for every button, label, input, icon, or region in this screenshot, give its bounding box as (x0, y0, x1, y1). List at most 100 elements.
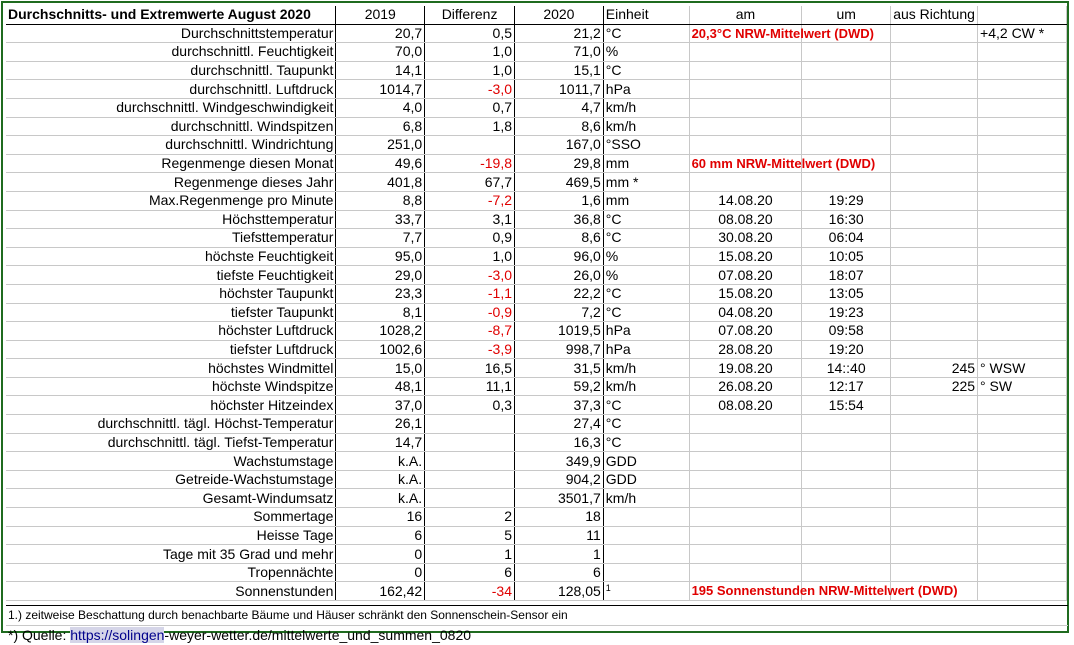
direction-text-cell (977, 451, 1067, 471)
direction-deg-cell (890, 42, 979, 62)
row-label: durchschnittl. Windrichtung (6, 135, 337, 155)
table-row: Sonnenstunden 162,42 -34 128,05 1 195 Sonnens… (6, 581, 1067, 601)
row-label: durchschnittl. Feuchtigkeit (6, 42, 337, 62)
date-cell: 08.08.20 (689, 395, 803, 416)
header-row: Durchschnitts- und Extremwerte August 20… (6, 6, 1067, 25)
date-cell: 04.08.20 (689, 303, 803, 323)
source-link[interactable]: https://solingen (70, 627, 165, 643)
value-differenz: 0,7 (424, 98, 515, 118)
direction-text-cell (977, 284, 1067, 304)
table-row: durchschnittl. Windspitzen 6,8 1,8 8,6 km/h (6, 117, 1067, 137)
direction-text-cell (977, 526, 1067, 546)
row-label: tiefste Feuchtigkeit (6, 265, 337, 285)
direction-deg-cell (890, 451, 979, 471)
unit-cell (603, 563, 690, 583)
table-row: höchste Feuchtigkeit 95,0 1,0 96,0% 15.08.20… (6, 247, 1067, 267)
value-2019: 16 (335, 507, 426, 527)
table-row: durchschnittl. Luftdruck 1014,7 -3,0 1011,7… (6, 79, 1067, 99)
direction-deg-cell (890, 61, 979, 81)
value-2020: 16,3 (514, 433, 604, 453)
value-differenz: -3,0 (424, 79, 515, 99)
value-2019: 49,6 (335, 154, 426, 174)
value-2019: 162,42 (335, 581, 426, 601)
direction-text-cell (977, 172, 1067, 192)
table-row: durchschnittl. Windgeschwindigkeit 4,0 0,7… (6, 98, 1067, 118)
value-differenz: 3,1 (424, 210, 515, 230)
time-cell (801, 526, 892, 546)
value-differenz (424, 135, 515, 155)
unit-cell: km/h (603, 358, 690, 378)
row-label: Max.Regenmenge pro Minute (6, 191, 337, 211)
unit-cell (603, 526, 690, 546)
unit-cell: 1 (603, 581, 690, 601)
table-row: durchschnittl. tägl. Tiefst-Temperatur 14… (6, 433, 1067, 453)
table-row: höchster Taupunkt 23,3 -1,1 22,2 °C 15.08.20 1… (6, 284, 1067, 304)
direction-deg-cell (890, 321, 979, 341)
value-2019: k.A. (335, 451, 426, 471)
value-differenz: -0,9 (424, 303, 515, 323)
direction-deg-cell (890, 544, 979, 564)
table-row: Getreide-Wachstumstage k.A. 904,2 GDD (6, 470, 1067, 490)
date-cell: 07.08.20 (689, 265, 803, 285)
time-cell: 19:29 (801, 191, 892, 211)
footnote-marker: 1 (605, 582, 611, 593)
unit-cell: °C (603, 395, 690, 416)
source-url-rest[interactable]: -weyer-wetter.de/mittelwerte_und_summen_… (164, 627, 472, 643)
value-2019: 8,8 (335, 191, 426, 211)
row-label: durchschnittl. Windgeschwindigkeit (6, 98, 337, 118)
date-cell: 08.08.20 (689, 210, 803, 230)
row-label: höchster Hitzeindex (6, 395, 337, 416)
value-2020: 21,2 (514, 24, 604, 44)
nrw-reference-note: 195 Sonnenstunden NRW-Mittelwert (DWD) (691, 583, 958, 599)
table-row: Max.Regenmenge pro Minute 8,8 -7,2 1,6 mm 14… (6, 191, 1067, 211)
unit-cell (603, 507, 690, 527)
value-2020: 15,1 (514, 61, 604, 81)
header-am: am (689, 6, 803, 25)
value-differenz: 1 (424, 544, 515, 564)
header-extra (977, 6, 1067, 25)
value-2020: 22,2 (514, 284, 604, 304)
unit-cell: hPa (603, 321, 690, 341)
direction-text-cell (977, 247, 1067, 267)
date-cell: 14.08.20 (689, 191, 803, 211)
time-cell (801, 154, 892, 174)
value-2019: 6 (335, 526, 426, 546)
direction-text-cell (977, 488, 1067, 509)
value-differenz: 1,0 (424, 42, 515, 62)
date-cell (689, 98, 803, 118)
unit-cell: km/h (603, 377, 690, 397)
value-differenz: 67,7 (424, 172, 515, 192)
direction-deg-cell (890, 228, 979, 248)
direction-text-cell (977, 414, 1067, 434)
row-label: Heisse Tage (6, 526, 337, 546)
unit-cell: °C (603, 433, 690, 453)
direction-deg-cell (890, 191, 979, 211)
row-label: höchste Windspitze (6, 377, 337, 397)
row-label: Wachstumstage (6, 451, 337, 471)
direction-text-cell (977, 303, 1067, 323)
table-row: durchschnittl. tägl. Höchst-Temperatur 26… (6, 414, 1067, 434)
table-row: Tropennächte 0 6 6 (6, 563, 1067, 583)
date-cell (689, 135, 803, 155)
direction-text-cell (977, 395, 1067, 416)
value-2020: 1011,7 (514, 79, 604, 99)
value-differenz: -1,1 (424, 284, 515, 304)
direction-deg-cell: 225 (890, 377, 979, 397)
date-cell (689, 79, 803, 99)
weather-stats-table: Durchschnitts- und Extremwerte August 20… (6, 6, 1067, 601)
unit-cell: km/h (603, 117, 690, 137)
value-2019: 33,7 (335, 210, 426, 230)
direction-deg-cell (890, 414, 979, 434)
value-2020: 4,7 (514, 98, 604, 118)
row-label: Getreide-Wachstumstage (6, 470, 337, 490)
value-2019: 29,0 (335, 265, 426, 285)
time-cell (801, 470, 892, 490)
value-2019: 4,0 (335, 98, 426, 118)
value-differenz (424, 451, 515, 471)
date-cell: 15.08.20 (689, 247, 803, 267)
direction-text-cell (977, 433, 1067, 453)
table-row: Sommertage 16 2 18 (6, 507, 1067, 527)
direction-text-cell (977, 265, 1067, 285)
date-cell (689, 544, 803, 564)
